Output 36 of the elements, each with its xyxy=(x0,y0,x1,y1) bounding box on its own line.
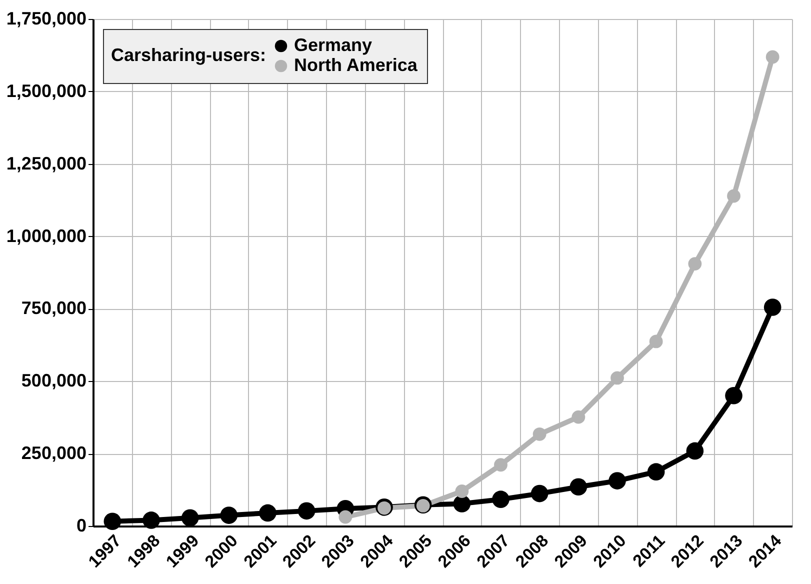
y-tick-label: 1,250,000 xyxy=(6,153,86,174)
point xyxy=(766,50,780,64)
point xyxy=(532,427,546,441)
point xyxy=(142,512,160,529)
point xyxy=(530,484,548,502)
y-tick-label: 250,000 xyxy=(21,443,86,464)
point xyxy=(104,512,122,530)
y-tick-label: 1,500,000 xyxy=(6,80,86,101)
y-tick-label: 750,000 xyxy=(21,298,86,318)
point xyxy=(647,463,665,480)
point xyxy=(570,478,588,496)
legend-label: North America xyxy=(294,55,418,75)
y-tick-label: 1,000,000 xyxy=(6,226,86,246)
point xyxy=(220,506,238,524)
point xyxy=(608,472,626,490)
point xyxy=(764,298,782,316)
point xyxy=(572,410,586,424)
point xyxy=(298,502,316,520)
point xyxy=(727,189,740,203)
point xyxy=(610,371,624,385)
legend-label: Germany xyxy=(294,35,372,55)
point xyxy=(492,490,510,508)
point xyxy=(259,504,276,522)
legend-title: Carsharing-users: xyxy=(111,45,266,65)
point xyxy=(688,257,702,271)
point xyxy=(725,386,742,404)
point xyxy=(453,495,471,512)
point xyxy=(338,510,352,524)
y-tick-label: 1,750,000 xyxy=(6,8,86,28)
y-tick-label: 500,000 xyxy=(21,370,86,391)
point xyxy=(181,509,199,527)
point xyxy=(455,484,469,498)
point xyxy=(686,442,704,460)
y-tick-label: 0 xyxy=(76,516,86,536)
point xyxy=(649,334,663,348)
point xyxy=(494,458,508,472)
